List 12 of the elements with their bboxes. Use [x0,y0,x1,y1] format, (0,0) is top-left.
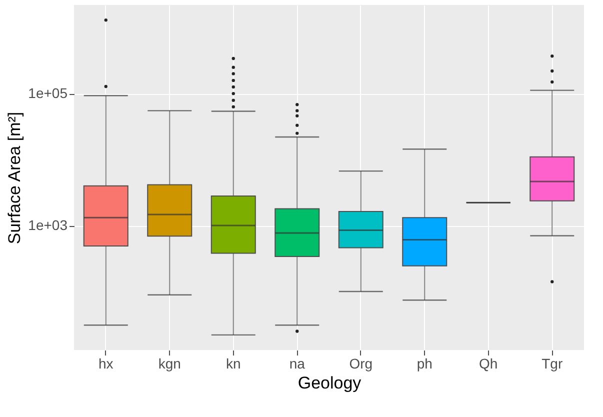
x-tick-label: Org [349,356,373,372]
x-tick-label: kgn [158,356,181,372]
x-tick-label: hx [98,356,114,372]
x-tick-label: kn [226,356,241,372]
x-tick-label: na [289,356,306,372]
x-axis-title: Geology [298,374,362,392]
x-tick-label: ph [416,356,432,372]
x-tick-label: Tgr [542,356,563,372]
y-tick-label: 1e+05 [28,85,68,102]
y-axis-title: Surface Area [m²] [5,112,24,244]
y-tick-label: 1e+03 [28,217,68,234]
x-tick-label: Qh [479,356,498,372]
